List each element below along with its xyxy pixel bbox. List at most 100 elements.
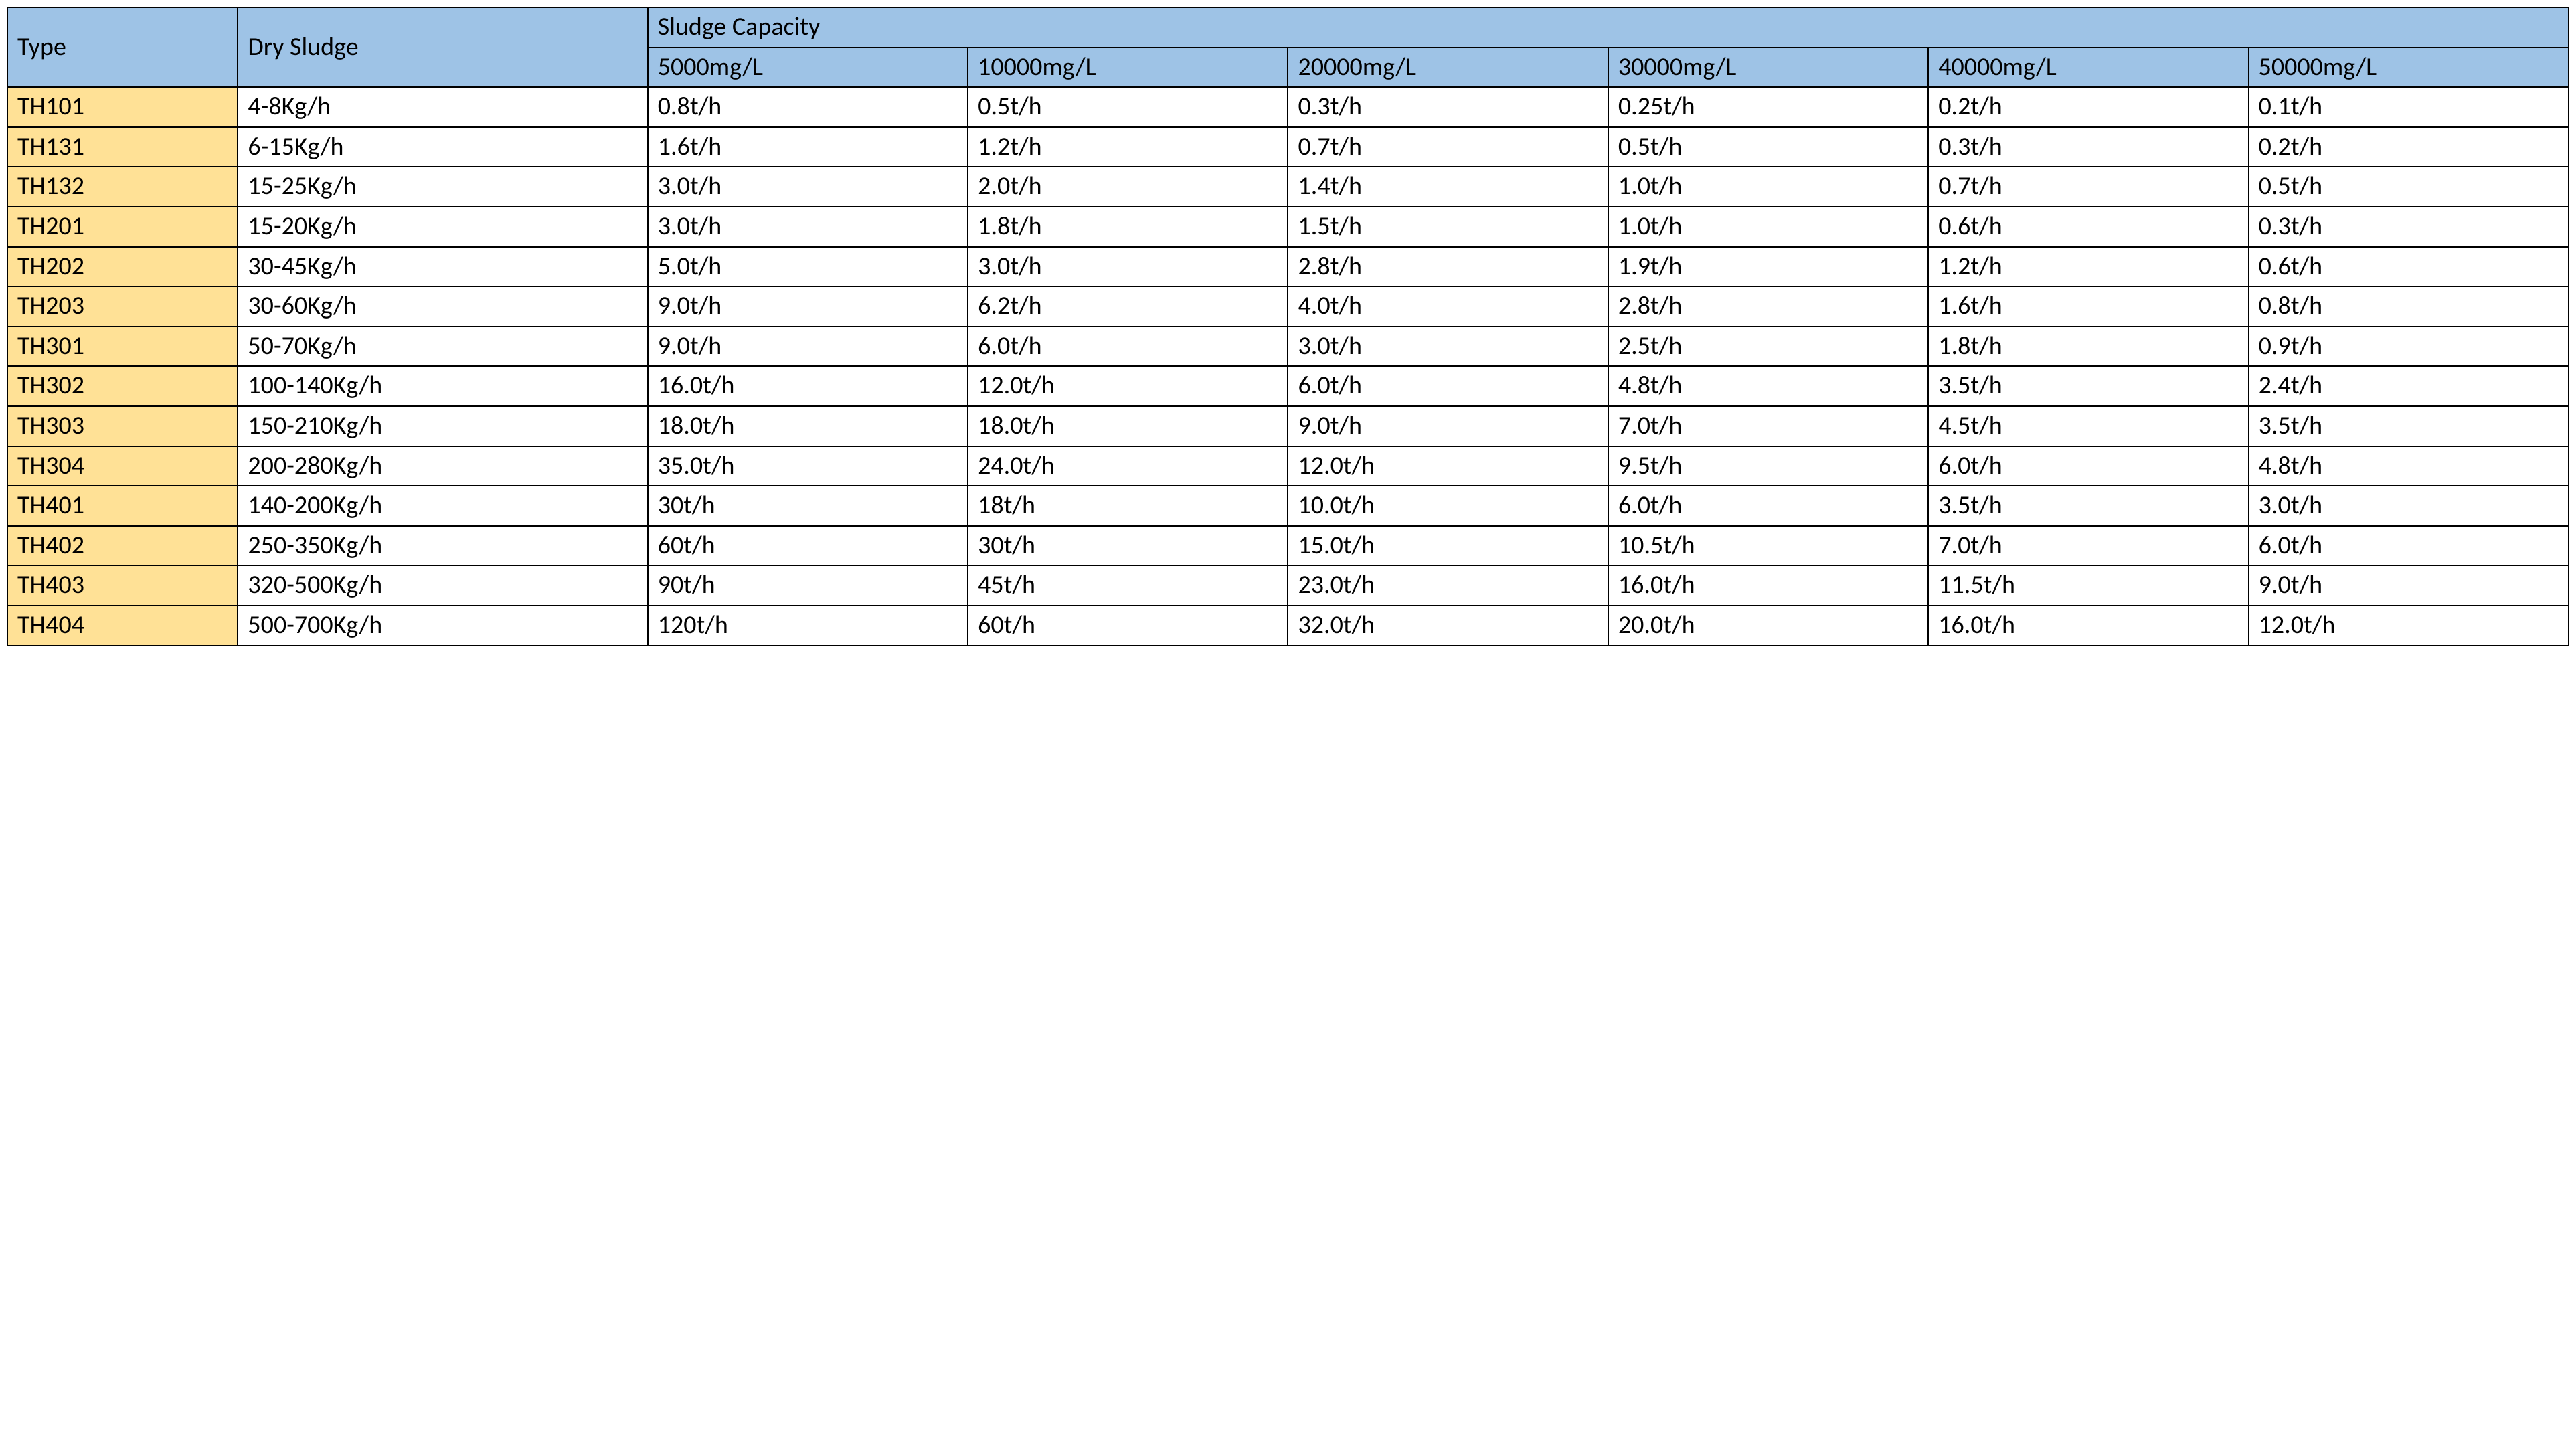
- cell-capacity: 1.2t/h: [1928, 247, 2248, 287]
- cell-capacity: 0.9t/h: [2249, 327, 2569, 367]
- cell-capacity: 10.0t/h: [1288, 486, 1608, 526]
- cell-capacity: 0.7t/h: [1928, 167, 2248, 207]
- cell-capacity: 2.4t/h: [2249, 366, 2569, 406]
- cell-capacity: 3.5t/h: [2249, 406, 2569, 446]
- cell-dry-sludge: 140-200Kg/h: [238, 486, 647, 526]
- cell-capacity: 7.0t/h: [1928, 526, 2248, 566]
- col-header-dry-sludge: Dry Sludge: [238, 7, 647, 87]
- cell-capacity: 0.2t/h: [1928, 87, 2248, 127]
- table-row: TH304200-280Kg/h35.0t/h24.0t/h12.0t/h9.5…: [7, 446, 2569, 486]
- cell-capacity: 60t/h: [648, 526, 968, 566]
- cell-capacity: 7.0t/h: [1608, 406, 1928, 446]
- cell-capacity: 2.5t/h: [1608, 327, 1928, 367]
- cell-dry-sludge: 6-15Kg/h: [238, 127, 647, 167]
- cell-capacity: 11.5t/h: [1928, 565, 2248, 606]
- cell-type: TH131: [7, 127, 238, 167]
- cell-capacity: 6.0t/h: [1288, 366, 1608, 406]
- table-row: TH1014-8Kg/h0.8t/h0.5t/h0.3t/h0.25t/h0.2…: [7, 87, 2569, 127]
- cell-capacity: 4.8t/h: [1608, 366, 1928, 406]
- cell-capacity: 0.1t/h: [2249, 87, 2569, 127]
- table-row: TH303150-210Kg/h18.0t/h18.0t/h9.0t/h7.0t…: [7, 406, 2569, 446]
- cell-capacity: 0.6t/h: [2249, 247, 2569, 287]
- cell-capacity: 1.8t/h: [1928, 327, 2248, 367]
- cell-capacity: 120t/h: [648, 606, 968, 646]
- table-row: TH302100-140Kg/h16.0t/h12.0t/h6.0t/h4.8t…: [7, 366, 2569, 406]
- cell-capacity: 6.2t/h: [968, 286, 1288, 327]
- cell-capacity: 20.0t/h: [1608, 606, 1928, 646]
- cell-dry-sludge: 150-210Kg/h: [238, 406, 647, 446]
- cell-capacity: 1.8t/h: [968, 207, 1288, 247]
- cell-capacity: 6.0t/h: [2249, 526, 2569, 566]
- cell-type: TH203: [7, 286, 238, 327]
- cell-capacity: 0.8t/h: [648, 87, 968, 127]
- cell-capacity: 1.5t/h: [1288, 207, 1608, 247]
- cell-capacity: 3.0t/h: [2249, 486, 2569, 526]
- cell-capacity: 9.5t/h: [1608, 446, 1928, 486]
- cell-capacity: 9.0t/h: [1288, 406, 1608, 446]
- cell-capacity: 3.0t/h: [1288, 327, 1608, 367]
- table-row: TH30150-70Kg/h9.0t/h6.0t/h3.0t/h2.5t/h1.…: [7, 327, 2569, 367]
- sludge-capacity-table: Type Dry Sludge Sludge Capacity 5000mg/L…: [7, 7, 2569, 646]
- col-header-capacity-3: 30000mg/L: [1608, 48, 1928, 88]
- cell-capacity: 30t/h: [968, 526, 1288, 566]
- cell-capacity: 2.0t/h: [968, 167, 1288, 207]
- cell-capacity: 12.0t/h: [968, 366, 1288, 406]
- cell-capacity: 6.0t/h: [1608, 486, 1928, 526]
- col-header-capacity-0: 5000mg/L: [648, 48, 968, 88]
- table-row: TH401140-200Kg/h30t/h18t/h10.0t/h6.0t/h3…: [7, 486, 2569, 526]
- table-row: TH404500-700Kg/h120t/h60t/h32.0t/h20.0t/…: [7, 606, 2569, 646]
- cell-capacity: 1.4t/h: [1288, 167, 1608, 207]
- table-row: TH403320-500Kg/h90t/h45t/h23.0t/h16.0t/h…: [7, 565, 2569, 606]
- cell-capacity: 16.0t/h: [648, 366, 968, 406]
- cell-capacity: 18t/h: [968, 486, 1288, 526]
- cell-dry-sludge: 500-700Kg/h: [238, 606, 647, 646]
- cell-capacity: 0.3t/h: [1928, 127, 2248, 167]
- cell-capacity: 60t/h: [968, 606, 1288, 646]
- cell-type: TH302: [7, 366, 238, 406]
- cell-capacity: 6.0t/h: [1928, 446, 2248, 486]
- cell-capacity: 35.0t/h: [648, 446, 968, 486]
- cell-capacity: 16.0t/h: [1608, 565, 1928, 606]
- cell-capacity: 0.5t/h: [968, 87, 1288, 127]
- cell-capacity: 9.0t/h: [648, 286, 968, 327]
- cell-capacity: 23.0t/h: [1288, 565, 1608, 606]
- cell-capacity: 24.0t/h: [968, 446, 1288, 486]
- cell-capacity: 9.0t/h: [648, 327, 968, 367]
- cell-dry-sludge: 15-25Kg/h: [238, 167, 647, 207]
- cell-capacity: 6.0t/h: [968, 327, 1288, 367]
- cell-type: TH401: [7, 486, 238, 526]
- col-header-capacity-5: 50000mg/L: [2249, 48, 2569, 88]
- cell-type: TH201: [7, 207, 238, 247]
- cell-capacity: 1.9t/h: [1608, 247, 1928, 287]
- table-row: TH1316-15Kg/h1.6t/h1.2t/h0.7t/h0.5t/h0.3…: [7, 127, 2569, 167]
- cell-type: TH303: [7, 406, 238, 446]
- cell-capacity: 45t/h: [968, 565, 1288, 606]
- cell-capacity: 0.5t/h: [1608, 127, 1928, 167]
- cell-capacity: 30t/h: [648, 486, 968, 526]
- cell-type: TH202: [7, 247, 238, 287]
- cell-capacity: 1.0t/h: [1608, 207, 1928, 247]
- table-body: TH1014-8Kg/h0.8t/h0.5t/h0.3t/h0.25t/h0.2…: [7, 87, 2569, 645]
- cell-capacity: 2.8t/h: [1288, 247, 1608, 287]
- cell-type: TH101: [7, 87, 238, 127]
- cell-capacity: 1.0t/h: [1608, 167, 1928, 207]
- cell-capacity: 3.5t/h: [1928, 486, 2248, 526]
- table-row: TH13215-25Kg/h3.0t/h2.0t/h1.4t/h1.0t/h0.…: [7, 167, 2569, 207]
- cell-capacity: 0.3t/h: [2249, 207, 2569, 247]
- cell-capacity: 3.0t/h: [648, 167, 968, 207]
- cell-capacity: 0.7t/h: [1288, 127, 1608, 167]
- col-header-capacity-1: 10000mg/L: [968, 48, 1288, 88]
- cell-dry-sludge: 4-8Kg/h: [238, 87, 647, 127]
- cell-type: TH304: [7, 446, 238, 486]
- cell-capacity: 3.0t/h: [968, 247, 1288, 287]
- cell-capacity: 90t/h: [648, 565, 968, 606]
- cell-capacity: 18.0t/h: [648, 406, 968, 446]
- cell-dry-sludge: 320-500Kg/h: [238, 565, 647, 606]
- cell-dry-sludge: 30-45Kg/h: [238, 247, 647, 287]
- cell-capacity: 12.0t/h: [1288, 446, 1608, 486]
- cell-capacity: 9.0t/h: [2249, 565, 2569, 606]
- table-row: TH20115-20Kg/h3.0t/h1.8t/h1.5t/h1.0t/h0.…: [7, 207, 2569, 247]
- cell-type: TH402: [7, 526, 238, 566]
- col-header-sludge-capacity: Sludge Capacity: [648, 7, 2569, 48]
- cell-capacity: 0.5t/h: [2249, 167, 2569, 207]
